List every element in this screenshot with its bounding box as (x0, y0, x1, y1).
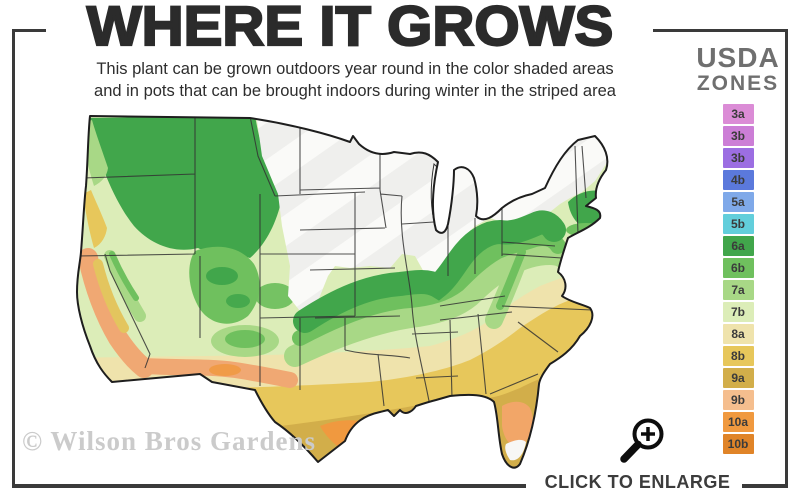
legend-swatch-3b-2: 3b (722, 148, 754, 169)
legend-swatch-8b: 8b (722, 346, 754, 367)
frame-top-right (653, 29, 788, 32)
magnifier-plus-icon[interactable] (612, 408, 670, 470)
subtitle-line-2: and in pots that can be brought indoors … (94, 81, 616, 100)
watermark: © Wilson Bros Gardens (22, 426, 316, 456)
zone-region-10a-s-arizona (209, 364, 241, 376)
legend-swatch-5b: 5b (722, 214, 754, 235)
legend-swatch-10b: 10b (722, 434, 754, 455)
zone-region-6b-colorado (255, 283, 295, 309)
zone-region-orange-florida (502, 401, 533, 447)
legend-swatch-3a: 3a (722, 104, 754, 125)
zone-region-6a-utah (226, 294, 250, 308)
frame-left (12, 29, 15, 488)
legend-swatch-list: 3a 3b 3b 4b 5a 5b 6a 6b 7a 7b 8a 8b 9a 9… (682, 104, 794, 455)
legend-swatch-8a: 8a (722, 324, 754, 345)
zone-region-salmon-ca-coast (78, 248, 154, 378)
zone-band-6b (292, 230, 566, 346)
legend-swatch-3b: 3b (722, 126, 754, 147)
usda-zones-legend: USDA ZONES 3a 3b 3b 4b 5a 5b 6a 6b 7a 7b… (682, 44, 794, 456)
zone-region-8b-or-coast (83, 190, 107, 248)
click-to-enlarge-button[interactable]: CLICK TO ENLARGE (544, 472, 731, 492)
legend-swatch-10a: 10a (722, 412, 754, 433)
legend-heading-usda: USDA (696, 42, 780, 73)
usda-zone-map[interactable] (50, 106, 650, 478)
zone-band-7a (284, 242, 581, 367)
legend-swatch-6a: 6a (722, 236, 754, 257)
zone-region-6b-az-nm (225, 330, 265, 348)
legend-swatch-9b: 9b (722, 390, 754, 411)
legend-swatch-7b: 7b (722, 302, 754, 323)
legend-swatch-5a: 5a (722, 192, 754, 213)
legend-heading-zones: ZONES (696, 72, 780, 95)
zone-region-10b-texas-tip (362, 446, 382, 462)
state-borders (77, 116, 593, 407)
zone-region-6b-sierra (109, 251, 139, 301)
subtitle: This plant can be grown outdoors year ro… (55, 59, 655, 103)
legend-swatch-9a: 9a (722, 368, 754, 389)
zone-region-florida-tip-white (505, 439, 526, 461)
zone-region-6a-northwest (88, 116, 282, 258)
zone-band-6b-appalachia (496, 248, 526, 310)
subtitle-line-1: This plant can be grown outdoors year ro… (96, 60, 614, 78)
zone-region-gold-ca-valley (93, 259, 129, 333)
page-title: WHERE IT GROWS (86, 0, 615, 59)
legend-swatch-4b: 4b (722, 170, 754, 191)
frame-bottom-right (742, 484, 788, 488)
zone-region-6a-nevada (206, 267, 238, 285)
usda-zone-map-svg (76, 115, 609, 469)
frame-top-left (12, 29, 46, 32)
legend-swatch-6b: 6b (722, 258, 754, 279)
frame-right (785, 29, 788, 488)
zone-band-6a (293, 210, 566, 333)
legend-swatch-7a: 7a (722, 280, 754, 301)
us-outline (76, 115, 609, 469)
frame-bottom-left (12, 484, 526, 488)
